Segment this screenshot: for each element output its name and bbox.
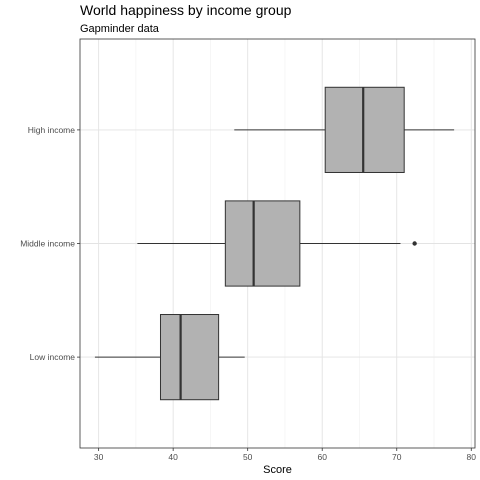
boxes-layer	[94, 86, 455, 401]
y-tick-label: High income	[28, 125, 76, 135]
x-axis: 30 40 50 60 70 80	[94, 448, 476, 462]
y-axis: Low income Middle income High income	[20, 125, 80, 362]
x-tick-label: 60	[317, 452, 327, 462]
box-iqr	[324, 86, 405, 173]
x-tick-label: 50	[243, 452, 253, 462]
x-tick-label: 80	[467, 452, 477, 462]
outlier-point	[412, 241, 417, 246]
x-tick-label: 40	[168, 452, 178, 462]
x-tick-label: 70	[392, 452, 402, 462]
x-tick-label: 30	[94, 452, 104, 462]
box-high-income	[234, 86, 455, 173]
x-axis-title: Score	[263, 464, 292, 476]
box-low-income	[94, 314, 245, 401]
box-iqr	[159, 314, 220, 401]
chart-subtitle: Gapminder data	[80, 23, 160, 35]
y-tick-label: Middle income	[20, 239, 75, 249]
box-iqr	[224, 200, 301, 287]
y-tick-label: Low income	[30, 352, 76, 362]
chart-title: World happiness by income group	[80, 2, 292, 18]
box-middle-income	[137, 200, 417, 287]
